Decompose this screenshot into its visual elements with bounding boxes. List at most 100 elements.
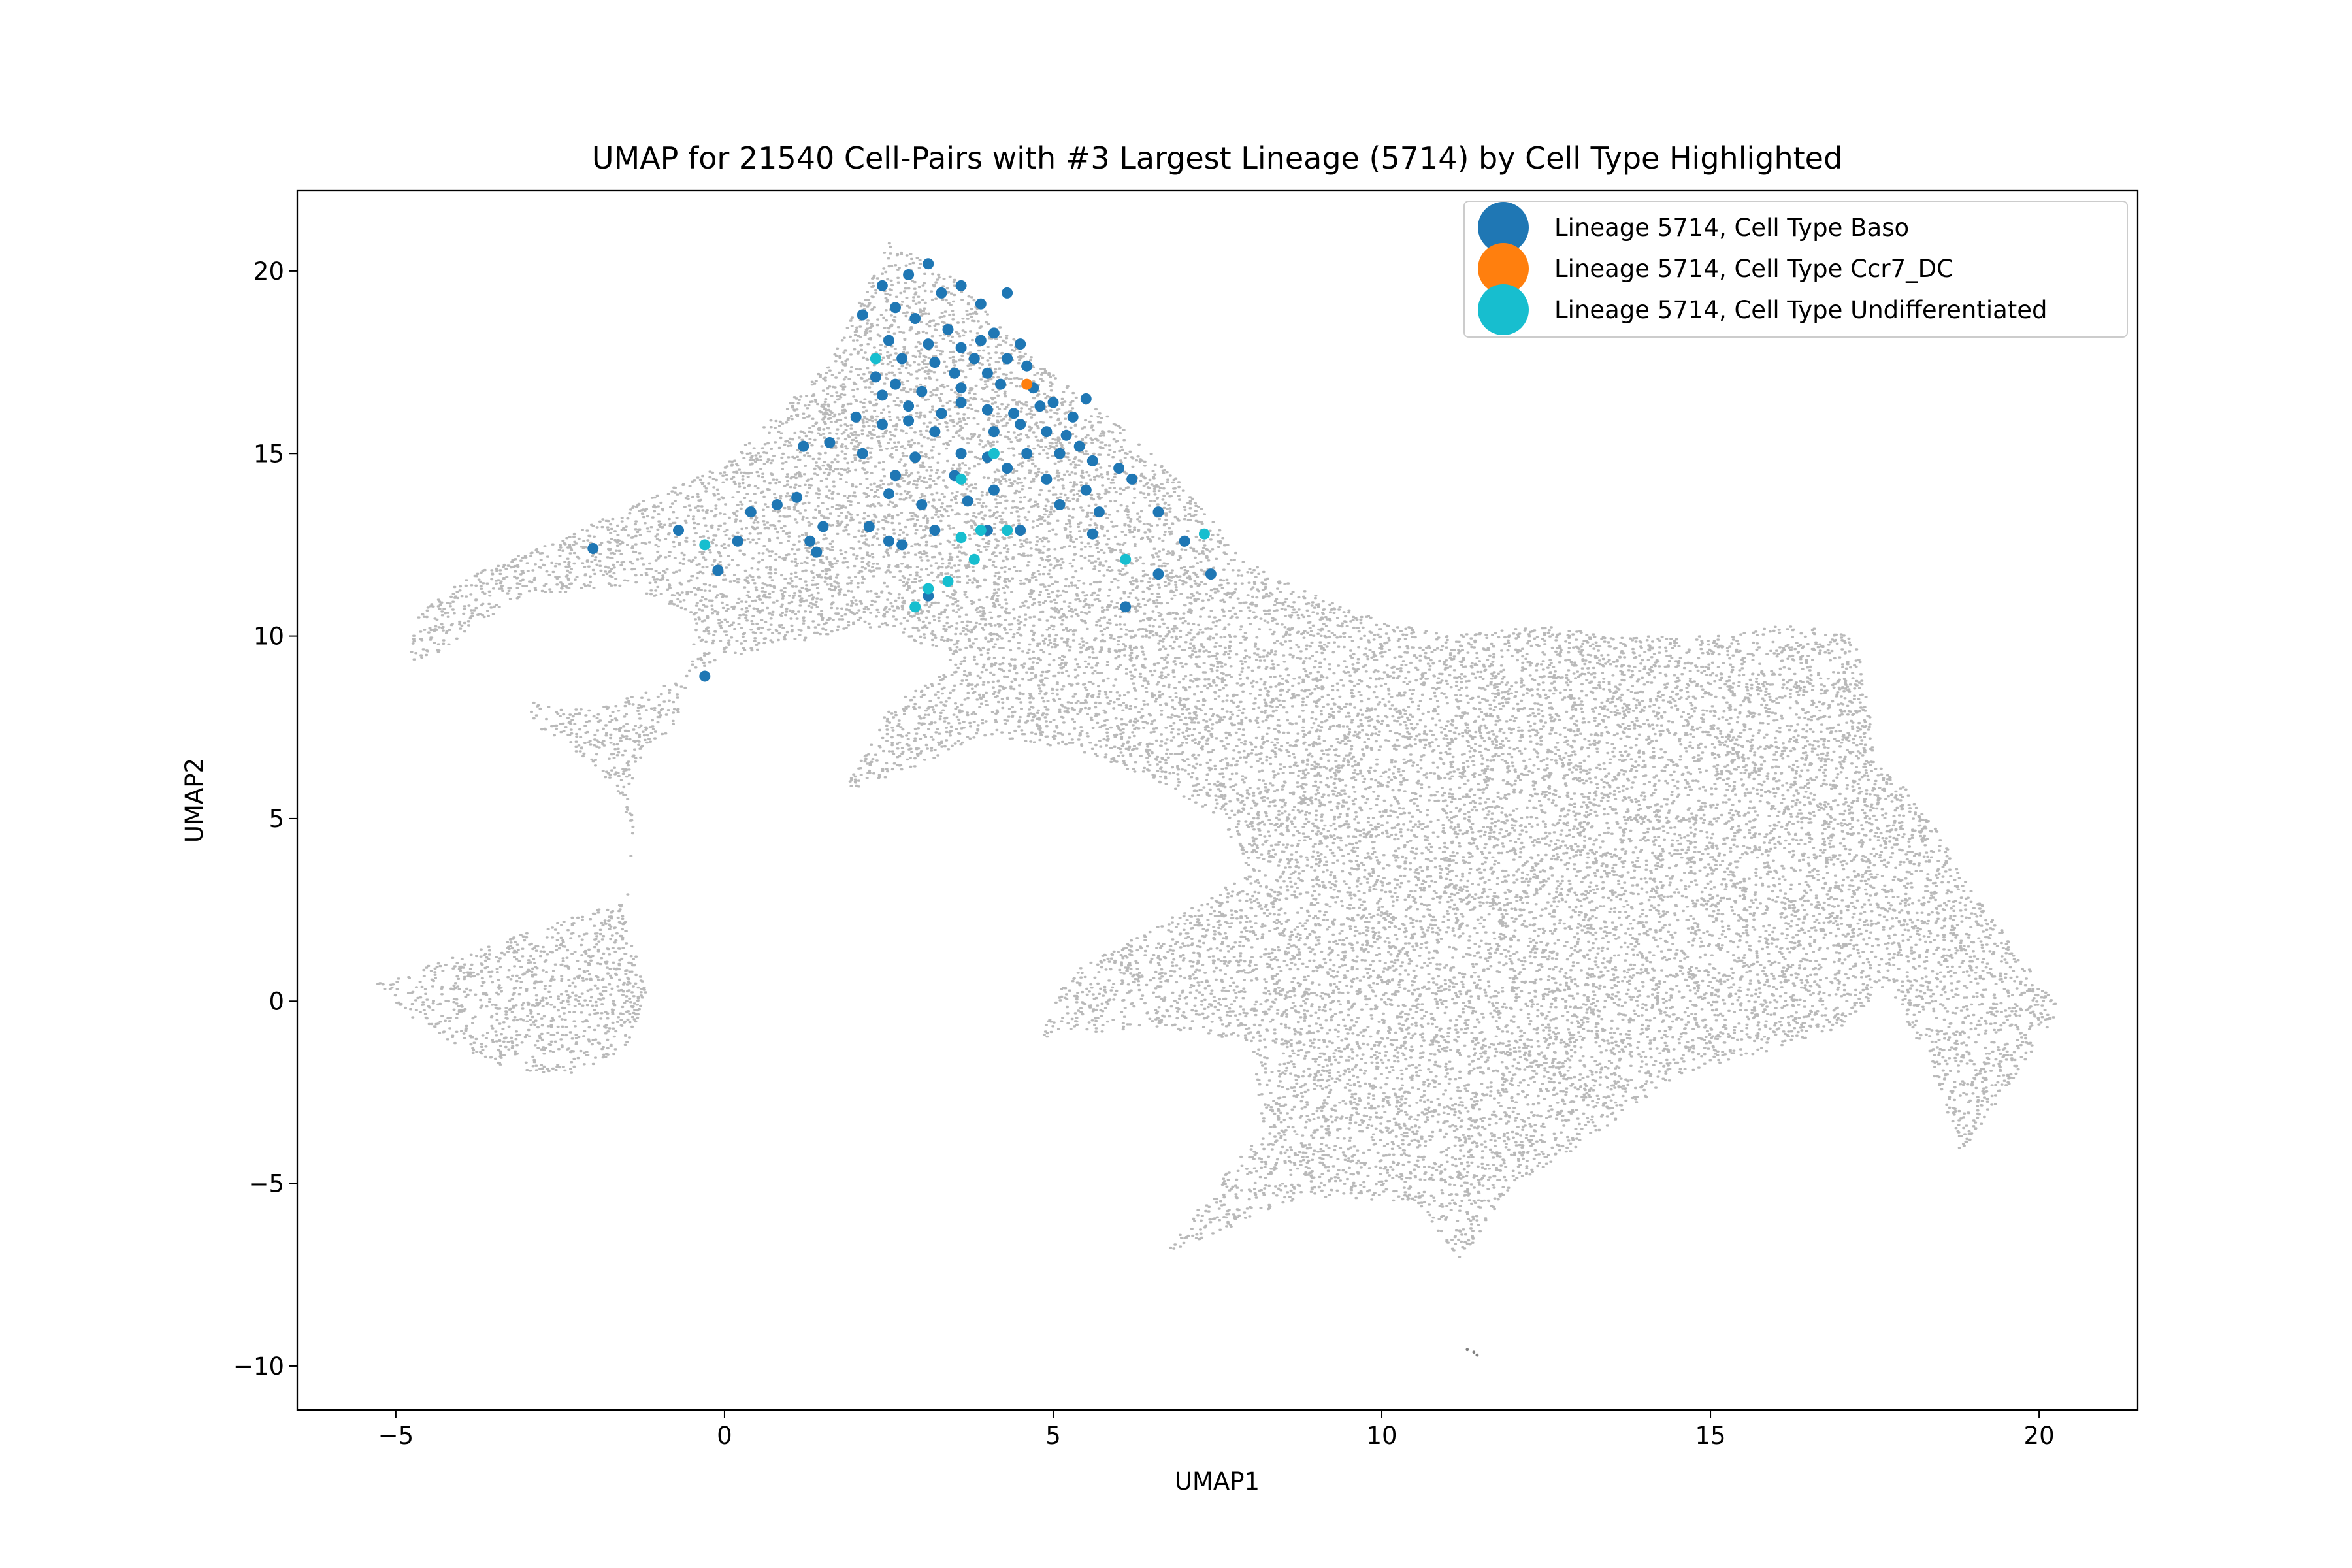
point-series-0 [1179,535,1190,547]
x-tick-label: −5 [378,1422,414,1450]
x-tick-label: 0 [717,1422,732,1450]
point-series-0 [1152,506,1164,518]
point-series-0 [995,378,1006,390]
legend-box [1463,201,2128,338]
point-series-0 [962,495,973,507]
background-cell-point [1472,1350,1476,1354]
point-series-0 [903,269,915,280]
y-axis-ticks: −10 −5 0 5 10 15 20 [233,257,297,1380]
point-series-0 [1054,499,1066,510]
point-series-0 [1015,525,1026,536]
point-series-0 [1113,463,1125,474]
point-series-0 [1067,411,1079,423]
point-series-0 [876,419,888,431]
point-series-0 [955,342,967,353]
y-tick-label: 20 [253,257,284,286]
point-series-2 [1120,553,1132,565]
legend-label: Lineage 5714, Cell Type Baso [1554,214,1909,242]
x-tick-label: 5 [1045,1422,1061,1450]
point-series-0 [890,470,901,482]
point-series-0 [870,371,881,383]
point-series-0 [955,382,967,394]
y-axis-label: UMAP2 [180,758,208,843]
point-series-0 [732,535,743,547]
point-series-0 [883,488,894,500]
point-series-0 [890,302,901,314]
point-series-0 [1002,353,1013,365]
legend: Lineage 5714, Cell Type Baso Lineage 5714… [1463,201,2128,338]
point-series-0 [1060,429,1072,441]
point-series-0 [1080,484,1092,496]
point-series-0 [955,397,967,408]
point-series-2 [968,553,980,565]
point-series-0 [824,437,836,448]
point-series-0 [771,499,783,510]
point-series-0 [817,521,829,532]
point-series-0 [916,385,928,397]
point-series-0 [923,338,934,350]
point-series-0 [929,525,941,536]
point-series-0 [1021,360,1033,372]
y-tick-label: 5 [269,805,284,833]
point-series-0 [929,426,941,438]
point-series-2 [870,353,881,365]
point-series-0 [1126,473,1138,485]
point-series-0 [929,357,941,368]
point-series-0 [1002,463,1013,474]
point-series-0 [1093,506,1105,518]
point-series-0 [850,411,862,423]
background-cell-points [376,242,2057,1258]
legend-marker [1478,202,1529,253]
point-series-0 [587,543,599,554]
point-series-0 [975,298,987,310]
point-series-2 [909,601,921,613]
point-series-0 [909,451,921,463]
point-series-0 [975,335,987,346]
point-series-2 [942,576,954,587]
point-series-0 [876,389,888,401]
point-series-0 [955,448,967,459]
point-series-0 [916,499,928,510]
point-series-0 [1152,568,1164,580]
point-series-0 [955,280,967,291]
point-series-0 [890,378,901,390]
point-series-0 [923,258,934,270]
point-series-2 [923,583,934,595]
point-series-0 [1002,287,1013,299]
background-cell-point [1465,1348,1469,1352]
axes-frame [296,189,2139,1411]
point-series-0 [791,491,803,503]
legend-label: Lineage 5714, Cell Type Ccr7_DC [1554,255,1953,283]
point-series-0 [942,323,954,335]
point-series-0 [936,287,947,299]
point-series-0 [811,546,823,558]
point-series-0 [883,535,894,547]
point-series-0 [1008,408,1020,419]
point-series-0 [988,426,1000,438]
point-series-0 [981,367,993,379]
lineage-5714-points [587,258,1217,682]
point-series-0 [988,327,1000,339]
legend-marker [1478,243,1529,294]
point-series-2 [699,539,711,551]
point-series-2 [975,525,987,536]
point-series-0 [1041,473,1053,485]
point-series-0 [1021,448,1033,459]
point-series-0 [857,448,868,459]
point-series-0 [1015,419,1026,431]
point-series-0 [712,564,724,576]
point-series-2 [955,473,967,485]
point-series-0 [1080,393,1092,404]
background-cell-point [1475,1353,1479,1357]
point-series-0 [798,440,809,452]
y-tick-label: 0 [269,987,284,1015]
x-tick-label: 10 [1366,1422,1397,1450]
point-series-0 [857,309,868,321]
point-series-0 [804,535,816,547]
background-cells [376,242,2057,1357]
point-series-0 [903,415,915,427]
point-series-2 [955,532,967,544]
x-tick-label: 20 [2024,1422,2055,1450]
point-series-0 [1015,338,1026,350]
